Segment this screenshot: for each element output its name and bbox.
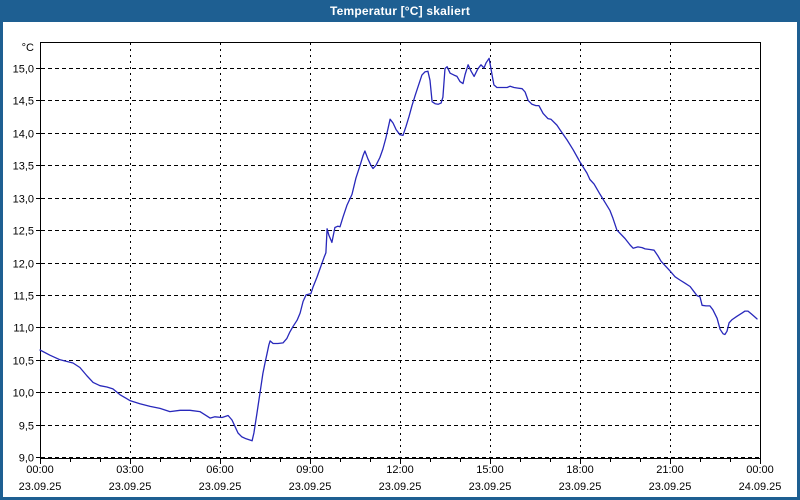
x-axis-time-labels: 00:00 03:00 06:00 09:00 12:00 15:00 18:00 21:00… [26, 464, 774, 476]
x-axis-date-label: 23.09.25 [109, 481, 152, 493]
y-axis-label: 9,0 [19, 453, 34, 465]
x-axis-date-label: 23.09.25 [559, 481, 602, 493]
x-axis-time-label: 06:00 [206, 464, 234, 476]
vertical-gridlines [130, 43, 671, 457]
y-axis-label: 15,0 [13, 64, 34, 76]
y-axis-label: 11,0 [13, 323, 34, 335]
y-axis-label: 14,0 [13, 129, 34, 141]
x-axis-time-label: 15:00 [476, 464, 504, 476]
y-axis-label: 9,5 [19, 421, 34, 433]
x-axis-date-label: 24.09.25 [739, 481, 782, 493]
y-axis-label: 11,5 [13, 291, 34, 303]
horizontal-gridlines [41, 68, 760, 458]
plot-border [40, 42, 761, 459]
y-axis-label: 13,0 [13, 194, 34, 206]
x-axis-time-label: 00:00 [746, 464, 774, 476]
y-axis-label: 10,0 [13, 388, 34, 400]
x-axis-date-label: 23.09.25 [289, 481, 332, 493]
y-axis-label: 10,5 [13, 356, 34, 368]
temperature-line [39, 57, 758, 442]
x-axis-date-labels: 23.09.25 23.09.25 23.09.25 23.09.25 23.09.25… [19, 481, 782, 493]
y-axis-label: 14,5 [13, 96, 34, 108]
temperature-chart: 9,0 9,5 10,0 10,5 11,0 11,5 12,0 12,5 13,0 13,5 14… [13, 42, 782, 493]
y-axis-ticks [36, 68, 40, 458]
x-axis-time-label: 03:00 [116, 464, 144, 476]
titlebar: Temperatur [°C] skaliert [0, 0, 800, 22]
plot-frame [40, 42, 761, 459]
window-title: Temperatur [°C] skaliert [329, 4, 471, 18]
x-axis-date-label: 23.09.25 [19, 481, 62, 493]
chart-area: 9,0 9,5 10,0 10,5 11,0 11,5 12,0 12,5 13,0 13,5 14… [3, 22, 797, 497]
x-axis-time-label: 09:00 [296, 464, 324, 476]
x-axis-date-label: 23.09.25 [649, 481, 692, 493]
x-axis-time-label: 12:00 [386, 464, 414, 476]
y-axis-label: 13,5 [13, 161, 34, 173]
x-axis-time-label: 18:00 [566, 464, 594, 476]
x-axis-ticks [40, 459, 761, 464]
x-axis-date-label: 23.09.25 [469, 481, 512, 493]
x-axis-date-label: 23.09.25 [199, 481, 242, 493]
series [39, 57, 758, 442]
y-axis-labels: 9,0 9,5 10,0 10,5 11,0 11,5 12,0 12,5 13,0 13,5 14… [13, 42, 34, 465]
x-axis-time-label: 21:00 [656, 464, 684, 476]
x-axis-time-label: 00:00 [26, 464, 54, 476]
x-axis-date-label: 23.09.25 [379, 481, 422, 493]
y-axis-unit-label: °C [22, 42, 34, 54]
y-axis-label: 12,0 [13, 259, 34, 271]
y-axis-label: 12,5 [13, 226, 34, 238]
